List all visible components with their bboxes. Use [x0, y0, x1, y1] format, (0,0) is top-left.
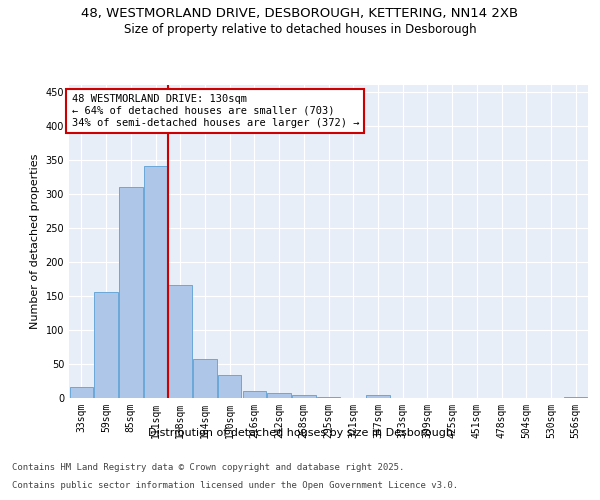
Bar: [144, 166, 167, 398]
Bar: [218, 375, 241, 398]
Bar: [119, 187, 143, 398]
Text: Size of property relative to detached houses in Desborough: Size of property relative to detached ho…: [124, 22, 476, 36]
Bar: [94, 292, 118, 398]
Bar: [317, 397, 340, 398]
Bar: [242, 390, 266, 398]
Text: 48, WESTMORLAND DRIVE, DESBOROUGH, KETTERING, NN14 2XB: 48, WESTMORLAND DRIVE, DESBOROUGH, KETTE…: [82, 8, 518, 20]
Text: Contains public sector information licensed under the Open Government Licence v3: Contains public sector information licen…: [12, 481, 458, 490]
Bar: [292, 395, 316, 398]
Bar: [169, 286, 192, 398]
Bar: [193, 359, 217, 398]
Bar: [564, 397, 587, 398]
Bar: [268, 392, 291, 398]
Bar: [70, 388, 93, 398]
Text: 48 WESTMORLAND DRIVE: 130sqm
← 64% of detached houses are smaller (703)
34% of s: 48 WESTMORLAND DRIVE: 130sqm ← 64% of de…: [71, 94, 359, 128]
Text: Contains HM Land Registry data © Crown copyright and database right 2025.: Contains HM Land Registry data © Crown c…: [12, 464, 404, 472]
Bar: [366, 396, 389, 398]
Y-axis label: Number of detached properties: Number of detached properties: [30, 154, 40, 329]
Text: Distribution of detached houses by size in Desborough: Distribution of detached houses by size …: [148, 428, 452, 438]
